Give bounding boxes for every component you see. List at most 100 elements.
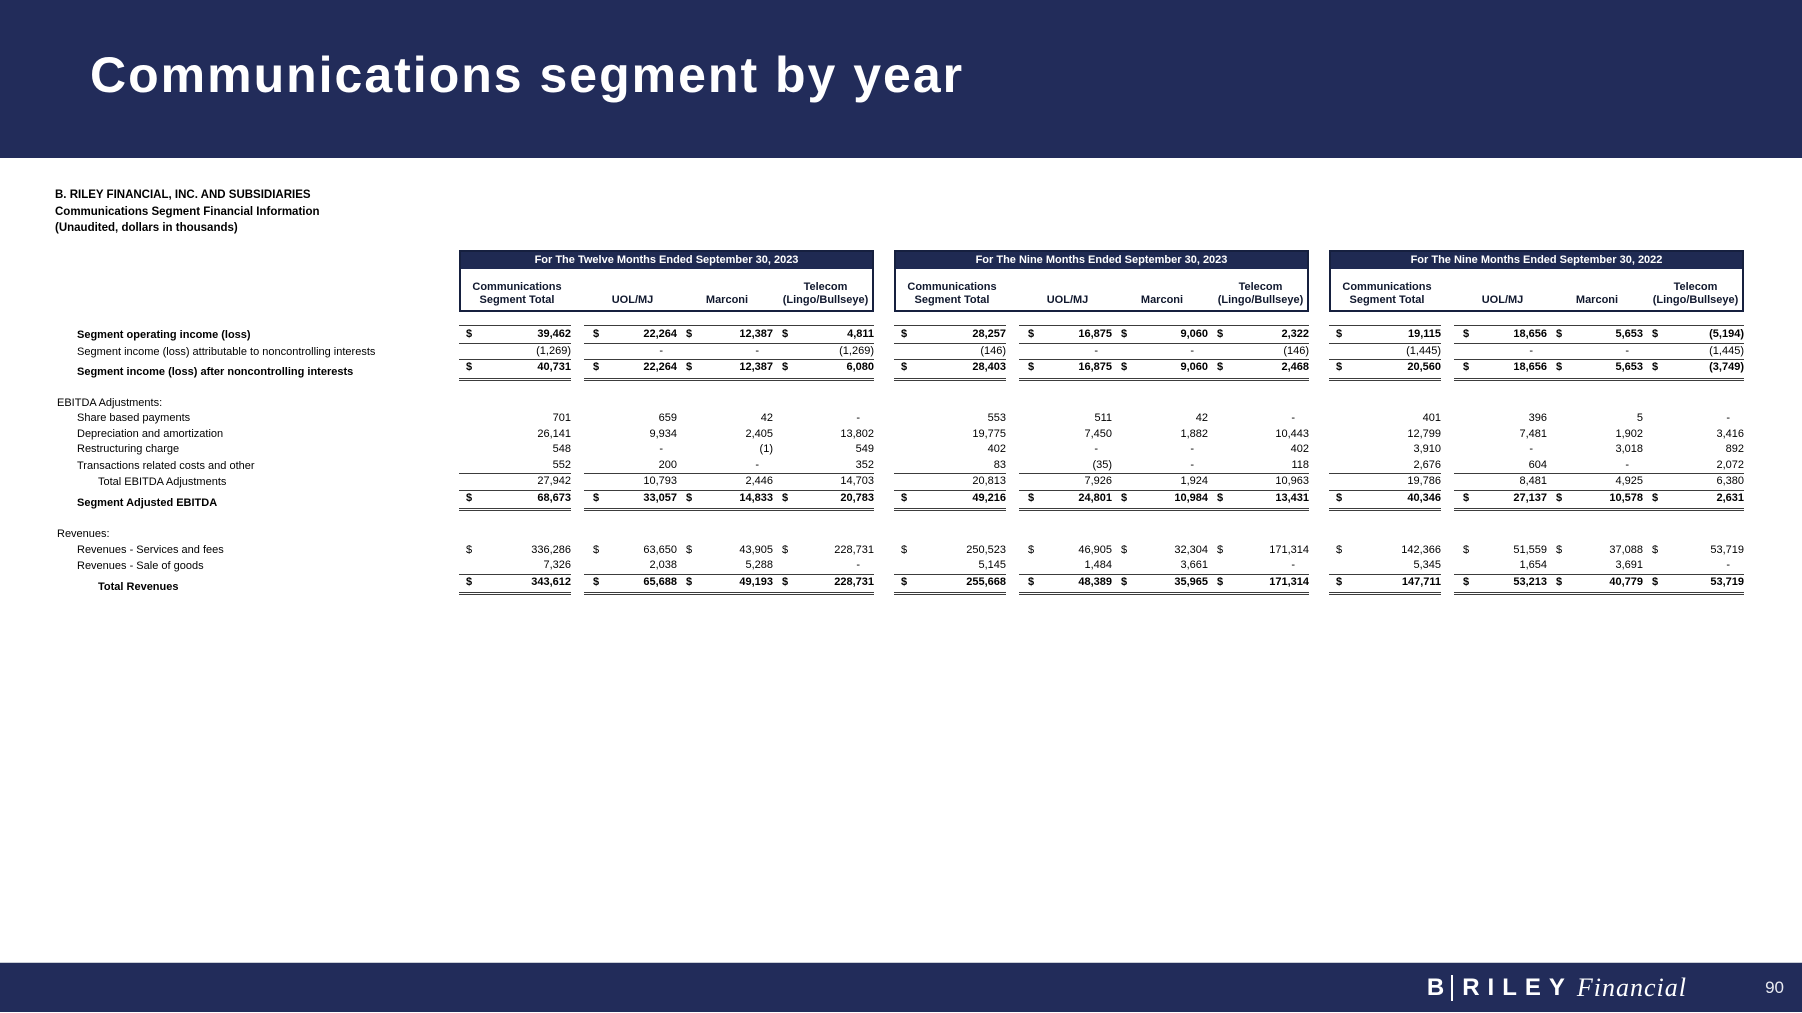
column-header-uolmj: UOL/MJ xyxy=(1481,294,1524,306)
cell-value: - xyxy=(1529,443,1533,455)
period-group-box: For The Nine Months Ended September 30, … xyxy=(894,250,1309,312)
dollar-sign: $ xyxy=(1217,361,1224,373)
segment-gap xyxy=(571,442,584,458)
dollar-sign: $ xyxy=(1463,543,1470,556)
group-values: 19,775 7,450 1,882 10,443 xyxy=(894,427,1309,443)
value-cell: 7,326 xyxy=(459,558,571,575)
cell-value: - xyxy=(856,559,860,571)
value-cell: $22,264 xyxy=(584,325,677,344)
value-cell: $336,286 xyxy=(459,543,571,559)
cell-value: (146) xyxy=(1283,344,1309,357)
segment-gap xyxy=(571,325,584,344)
cell-value: 20,813 xyxy=(972,475,1006,487)
cell-value: 22,264 xyxy=(643,328,677,340)
cell-value: (146) xyxy=(980,344,1006,357)
cell-value: 343,612 xyxy=(531,575,571,588)
group-values: 20,813 7,926 1,924 10,963 xyxy=(894,474,1309,491)
cell-value: 2,468 xyxy=(1281,361,1309,373)
cell-value: - xyxy=(1529,344,1533,357)
value-cell: $18,656 xyxy=(1454,325,1547,344)
column-header-marconi: Marconi xyxy=(705,294,749,306)
value-cell: 5,145 xyxy=(894,558,1006,575)
value-cell: 5 xyxy=(1547,411,1643,427)
cell-value: - xyxy=(1291,412,1295,424)
cell-value: 228,731 xyxy=(834,543,874,556)
cell-value: 39,462 xyxy=(537,328,571,340)
value-cell: 2,676 xyxy=(1329,458,1441,474)
column-header-line: Segment Total xyxy=(479,294,555,306)
dollar-sign: $ xyxy=(1652,328,1659,340)
value-cell: $343,612 xyxy=(459,575,571,595)
segment-gap xyxy=(1006,427,1019,443)
cell-value: - xyxy=(659,443,663,455)
group-values: 27,942 10,793 2,446 14,703 xyxy=(459,474,874,491)
column-header-line: Segment Total xyxy=(914,294,990,306)
value-cell: $43,905 xyxy=(677,543,773,559)
period-header-row: For The Twelve Months Ended September 30… xyxy=(0,250,1764,312)
segment-gap xyxy=(1441,491,1454,512)
cell-value: 9,060 xyxy=(1180,328,1208,340)
row-label: Transactions related costs and other xyxy=(77,459,255,472)
value-cell: 19,775 xyxy=(894,427,1006,443)
dollar-sign: $ xyxy=(1028,361,1035,373)
value-cell: $255,668 xyxy=(894,575,1006,595)
value-cell: - xyxy=(1643,558,1744,575)
table-row: Revenues - Services and fees $336,286 $63,… xyxy=(0,543,1764,559)
dollar-sign: $ xyxy=(593,491,600,504)
cell-value: 51,559 xyxy=(1513,543,1547,556)
segment-gap xyxy=(571,344,584,361)
value-cell: $2,631 xyxy=(1643,491,1744,511)
value-cell: - xyxy=(1019,442,1112,458)
group-values: $40,731 $22,264 $12,387 $6,080 xyxy=(459,360,874,381)
table-row: EBITDA Adjustments: xyxy=(0,396,1764,412)
spacer-row xyxy=(0,511,1764,527)
cell-value: 5,653 xyxy=(1615,328,1643,340)
dollar-sign: $ xyxy=(1121,361,1128,373)
cell-value: 33,057 xyxy=(643,491,677,504)
group-values: 83 (35) - 118 xyxy=(894,458,1309,474)
value-cell: $24,801 xyxy=(1019,491,1112,511)
group-values: 402 - - 402 xyxy=(894,442,1309,458)
value-cell: $40,779 xyxy=(1547,575,1643,595)
segment-gap xyxy=(1441,344,1454,361)
value-cell: $53,213 xyxy=(1454,575,1547,595)
value-cell: 8,481 xyxy=(1454,474,1547,491)
cell-value: - xyxy=(1094,443,1098,455)
cell-value: 118 xyxy=(1291,458,1309,471)
cell-value: (35) xyxy=(1092,458,1112,471)
value-cell: (35) xyxy=(1019,458,1112,474)
value-cell: $228,731 xyxy=(773,543,874,559)
segment-gap xyxy=(1441,411,1454,427)
dollar-sign: $ xyxy=(1556,543,1563,556)
value-cell: (146) xyxy=(1208,344,1309,360)
segment-gap xyxy=(1006,442,1019,458)
value-cell: - xyxy=(677,458,773,474)
cell-value: 10,443 xyxy=(1275,427,1309,440)
cell-value: 40,779 xyxy=(1609,575,1643,588)
dollar-sign: $ xyxy=(1463,361,1470,373)
column-header-line: Communications xyxy=(472,281,562,293)
value-cell: 548 xyxy=(459,442,571,458)
value-cell: $12,387 xyxy=(677,360,773,381)
cell-value: 42 xyxy=(1195,412,1208,424)
cell-value: (1,445) xyxy=(1406,344,1441,357)
value-cell: $37,088 xyxy=(1547,543,1643,559)
cell-value: 171,314 xyxy=(1269,575,1309,588)
segment-gap xyxy=(571,360,584,381)
value-cell: 26,141 xyxy=(459,427,571,443)
cell-value: 553 xyxy=(987,412,1006,424)
value-cell: 20,813 xyxy=(894,474,1006,491)
column-header-marconi: Marconi xyxy=(1575,294,1619,306)
value-cell: $2,468 xyxy=(1208,360,1309,381)
dollar-sign: $ xyxy=(466,575,473,588)
cell-value: 19,775 xyxy=(972,427,1006,440)
cell-value: 2,405 xyxy=(745,427,773,440)
logo-divider xyxy=(1451,975,1454,1001)
value-cell: $48,389 xyxy=(1019,575,1112,595)
column-header-line: Communications xyxy=(1342,281,1432,293)
row-label: Depreciation and amortization xyxy=(77,427,224,440)
group-values: 553 511 42 - xyxy=(894,411,1309,427)
cell-value: (1,269) xyxy=(839,344,874,357)
cell-value: 27,137 xyxy=(1513,491,1547,504)
group-values: 5,345 1,654 3,691 - xyxy=(1329,558,1744,575)
